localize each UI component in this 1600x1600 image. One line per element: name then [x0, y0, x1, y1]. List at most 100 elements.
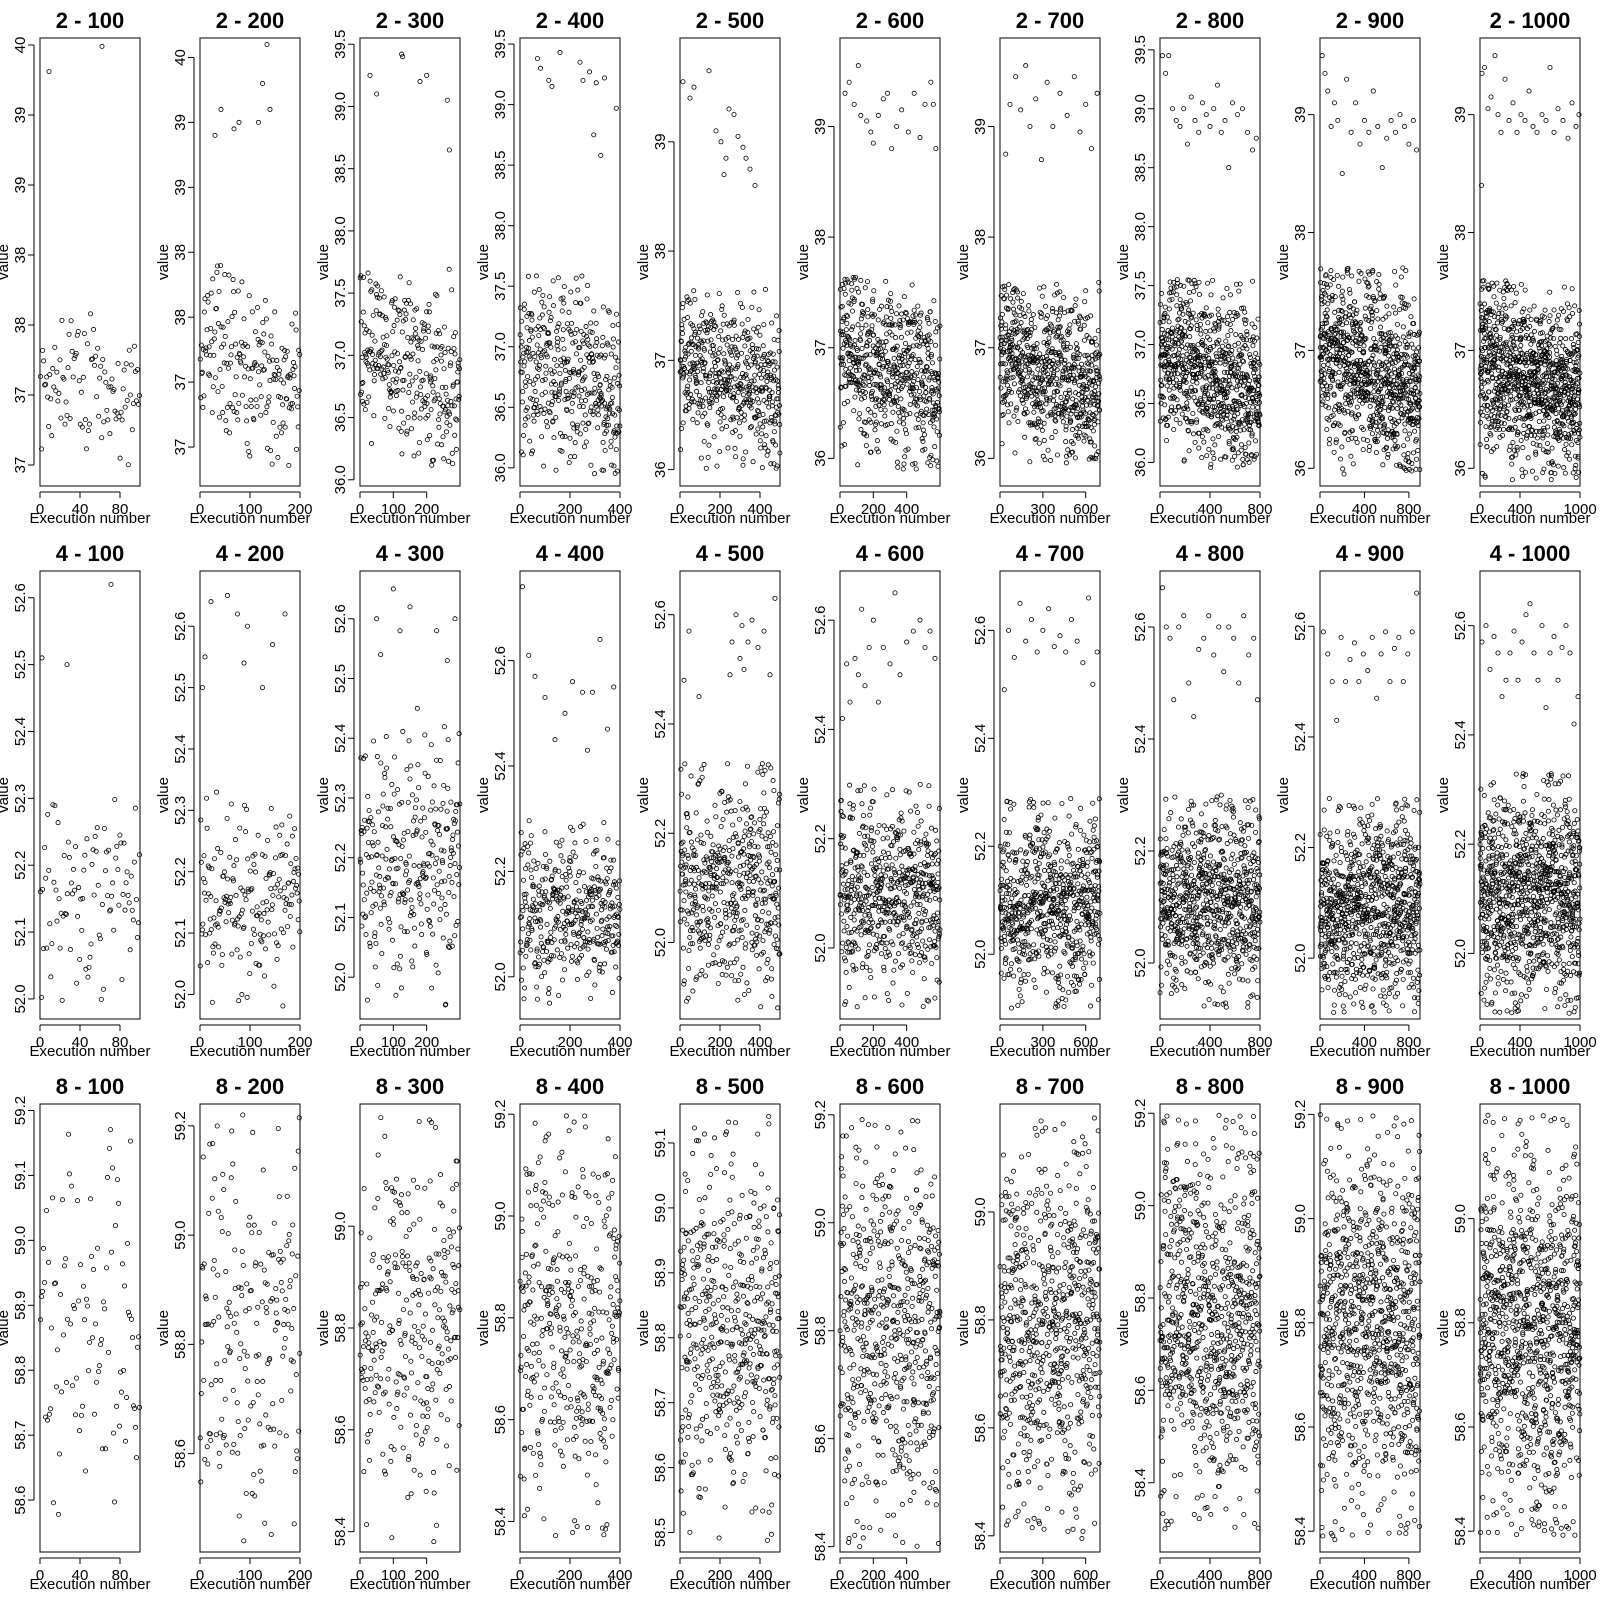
data-point	[875, 439, 879, 443]
data-point	[544, 364, 548, 368]
data-point	[369, 441, 373, 445]
data-point	[550, 390, 554, 394]
data-point	[273, 310, 277, 314]
data-point	[437, 425, 441, 429]
data-point-outlier	[268, 107, 272, 111]
data-point	[741, 457, 745, 461]
data-point	[917, 389, 921, 393]
data-point	[850, 288, 854, 292]
data-point	[707, 443, 711, 447]
data-point	[882, 386, 886, 390]
data-point	[428, 433, 432, 437]
data-point	[583, 398, 587, 402]
data-point	[530, 335, 534, 339]
data-point	[558, 390, 562, 394]
data-point	[407, 384, 411, 388]
data-point	[371, 313, 375, 317]
data-point	[56, 399, 60, 403]
data-point	[736, 290, 740, 294]
data-point	[408, 372, 412, 376]
data-point	[380, 348, 384, 352]
data-point	[733, 377, 737, 381]
y-axis-label: value	[955, 244, 972, 280]
data-point	[424, 372, 428, 376]
data-point-outlier	[558, 50, 562, 54]
data-point	[233, 393, 237, 397]
data-point	[902, 422, 906, 426]
data-point	[104, 380, 108, 384]
data-point	[761, 425, 765, 429]
data-point	[916, 377, 920, 381]
data-point	[59, 416, 63, 420]
data-point	[242, 317, 246, 321]
data-point	[696, 411, 700, 415]
data-point	[869, 410, 873, 414]
data-point	[229, 353, 233, 357]
data-point	[570, 422, 574, 426]
data-point	[442, 325, 446, 329]
data-point	[285, 349, 289, 353]
data-point	[1001, 413, 1005, 417]
data-point	[741, 463, 745, 467]
data-point	[440, 443, 444, 447]
data-point-outlier	[594, 81, 598, 85]
data-point	[611, 323, 615, 327]
data-point	[255, 404, 259, 408]
data-point	[392, 364, 396, 368]
data-point-outlier	[707, 69, 711, 73]
data-point	[368, 279, 372, 283]
data-point	[118, 456, 122, 460]
data-point	[911, 314, 915, 318]
data-point	[741, 335, 745, 339]
data-point	[120, 418, 124, 422]
data-point	[53, 345, 57, 349]
y-tick-label: 39.5	[492, 29, 509, 58]
data-point	[858, 412, 862, 416]
data-point	[540, 313, 544, 317]
data-point	[418, 369, 422, 373]
data-point	[897, 304, 901, 308]
data-point	[246, 345, 250, 349]
data-point	[432, 360, 436, 364]
data-point	[755, 354, 759, 358]
data-point	[759, 446, 763, 450]
data-point	[551, 279, 555, 283]
data-point	[1019, 299, 1023, 303]
data-point	[750, 305, 754, 309]
data-point	[100, 436, 104, 440]
data-point	[256, 370, 260, 374]
panel-title: 2 - 200	[216, 8, 285, 33]
data-point	[81, 375, 85, 379]
y-tick-label: 36.5	[492, 393, 509, 422]
data-point	[589, 321, 593, 325]
data-point	[614, 448, 618, 452]
data-point	[570, 409, 574, 413]
data-point	[450, 288, 454, 292]
data-point	[539, 435, 543, 439]
data-point	[281, 421, 285, 425]
data-point	[722, 352, 726, 356]
data-point	[232, 409, 236, 413]
data-point	[749, 424, 753, 428]
data-point	[522, 302, 526, 306]
data-point	[891, 410, 895, 414]
data-point	[427, 329, 431, 333]
data-point	[891, 375, 895, 379]
data-point	[999, 386, 1003, 390]
data-point	[82, 332, 86, 336]
y-tick-label: 37.5	[332, 279, 349, 308]
data-point-outlier	[578, 60, 582, 64]
data-point	[442, 367, 446, 371]
data-point	[542, 411, 546, 415]
y-tick-label: 39	[172, 179, 189, 196]
data-point	[91, 327, 95, 331]
data-point	[845, 314, 849, 318]
data-point	[555, 336, 559, 340]
data-point	[1011, 300, 1015, 304]
data-point	[372, 379, 376, 383]
data-point	[601, 335, 605, 339]
data-point	[278, 425, 282, 429]
data-point	[390, 354, 394, 358]
data-point	[899, 312, 903, 316]
